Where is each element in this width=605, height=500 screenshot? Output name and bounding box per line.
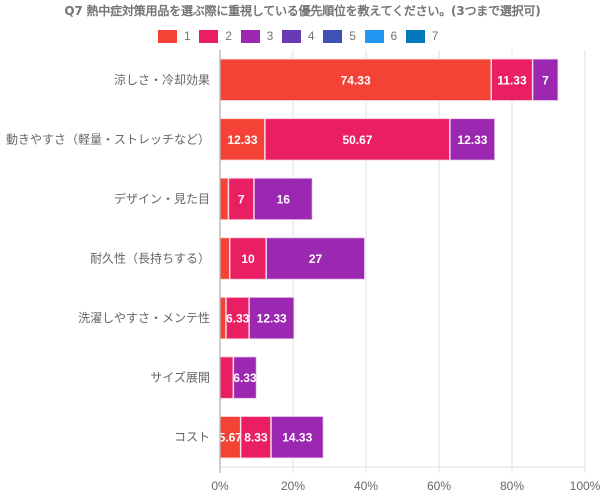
legend-swatch xyxy=(405,29,425,43)
category-label: 動きやすさ（軽量・ストレッチなど） xyxy=(6,132,210,146)
legend-item[interactable]: 7 xyxy=(405,28,439,44)
legend-item[interactable]: 2 xyxy=(199,28,232,44)
category-label: 洗濯しやすさ・メンテ性 xyxy=(78,311,210,325)
bar-data-label: 6.33 xyxy=(226,312,250,326)
bar-data-label: 8.33 xyxy=(244,431,268,445)
bar-data-label: 11.33 xyxy=(497,73,527,87)
bar-data-label: 7 xyxy=(238,192,245,206)
bar-segment xyxy=(264,117,451,162)
bar-segment xyxy=(270,415,325,459)
category-label: 耐久性（長持ちする） xyxy=(90,251,210,266)
legend-item[interactable]: 1 xyxy=(158,28,191,44)
category-label: 涼しさ・冷却効果 xyxy=(114,72,210,87)
bar-segment xyxy=(449,117,496,162)
x-tick-label: 0% xyxy=(211,479,229,493)
legend-swatch xyxy=(364,29,384,43)
bar-segment xyxy=(219,177,230,221)
bar-segment xyxy=(265,236,366,281)
bar-data-label: 12.33 xyxy=(227,133,257,147)
category-label: デザイン・見た目 xyxy=(114,191,210,206)
bar-data-label: 74.33 xyxy=(341,73,371,87)
x-tick-label: 80% xyxy=(500,479,524,493)
x-tick-label: 40% xyxy=(354,479,378,493)
bar-segment xyxy=(248,296,295,340)
legend-swatch xyxy=(323,29,343,43)
legend-label: 2 xyxy=(225,29,232,43)
bar-segment xyxy=(232,355,258,400)
bar-segment xyxy=(219,355,235,400)
bar-data-label: 7 xyxy=(542,73,549,87)
bar-segment xyxy=(531,58,559,102)
x-tick-label: 100% xyxy=(570,479,601,493)
legend-item[interactable]: 4 xyxy=(281,28,315,44)
bar-data-label: 10 xyxy=(241,252,255,266)
legend-item[interactable]: 3 xyxy=(240,28,274,44)
legend-swatch xyxy=(240,29,260,43)
legend-item[interactable]: 5 xyxy=(323,28,356,44)
x-tick-label: 60% xyxy=(427,479,451,493)
bar-data-label: 14.33 xyxy=(282,431,312,445)
bar-segment xyxy=(490,58,534,102)
x-tick-label: 20% xyxy=(281,479,305,493)
chart-title: Q7 熱中症対策用品を選ぶ際に重視している優先順位を教えてください。(3つまで選… xyxy=(64,4,541,18)
legend-label: 5 xyxy=(349,29,356,43)
bar-data-label: 6.33 xyxy=(233,371,257,385)
legend-swatch xyxy=(199,29,219,43)
category-label: サイズ展開 xyxy=(150,370,210,385)
bar-data-label: 5.67 xyxy=(219,431,243,445)
bar-segment xyxy=(219,236,231,281)
legend-label: 4 xyxy=(307,29,315,43)
legend-swatch xyxy=(281,29,301,43)
bar-segment xyxy=(253,177,314,221)
bar-data-label: 12.33 xyxy=(457,133,487,147)
legend-label: 3 xyxy=(266,29,274,43)
bar-data-label: 12.33 xyxy=(257,312,287,326)
category-label: コスト xyxy=(174,430,210,444)
legend-label: 7 xyxy=(431,29,439,43)
legend-swatch xyxy=(158,29,177,43)
bar-segment xyxy=(227,177,255,221)
legend-item[interactable]: 6 xyxy=(364,28,398,44)
bar-data-label: 16 xyxy=(277,192,291,206)
bar-segment xyxy=(228,236,267,281)
bar-data-label: 27 xyxy=(309,252,323,266)
bar-data-label: 50.67 xyxy=(342,133,372,147)
legend: 1 2 3 4 5 6 7 xyxy=(0,28,605,44)
legend-label: 1 xyxy=(184,29,191,43)
legend-label: 6 xyxy=(390,29,398,43)
